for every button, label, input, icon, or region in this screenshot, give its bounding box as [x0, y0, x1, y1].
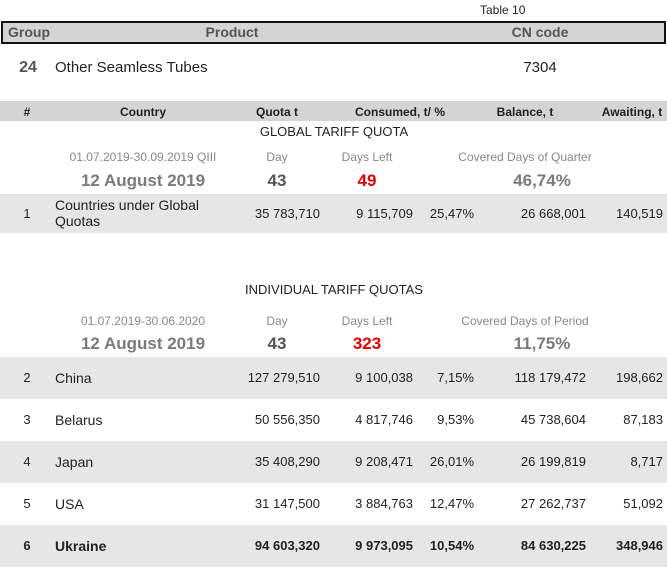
- cell: 9,53%: [437, 412, 474, 427]
- cell: Ukraine: [55, 538, 107, 554]
- column-header-bar: [0, 101, 667, 121]
- cell: 3: [23, 412, 31, 427]
- days-left: 49: [357, 171, 377, 190]
- cell: 26,01%: [429, 454, 474, 469]
- cell: 198,662: [616, 370, 663, 385]
- cell: 4 817,746: [355, 412, 413, 427]
- cell: 31 147,500: [254, 496, 320, 511]
- period: 01.07.2019-30.09.2019 QIII: [69, 150, 217, 164]
- column-header: #: [23, 105, 31, 119]
- cell: 8,717: [630, 454, 663, 469]
- cell: 5: [23, 496, 31, 511]
- cell: 12,47%: [429, 496, 474, 511]
- header-bar: [1, 21, 666, 44]
- days-left-label: Days Left: [341, 314, 393, 328]
- row-background: [0, 194, 667, 233]
- cell: 35 783,710: [254, 205, 320, 221]
- cell: 87,183: [623, 412, 663, 427]
- header-product: Product: [205, 24, 259, 40]
- cell: Japan: [55, 454, 94, 470]
- row-background: [0, 525, 667, 567]
- section-title: GLOBAL TARIFF QUOTA: [259, 124, 409, 139]
- covered-label: Covered Days of Period: [461, 314, 589, 328]
- cell: 45 738,604: [520, 412, 586, 427]
- column-header: Awaiting, t: [601, 105, 663, 119]
- cell: 27 262,737: [520, 496, 586, 511]
- day-label: Day: [266, 150, 288, 164]
- column-header: Country: [120, 105, 166, 119]
- cell: 127 279,510: [247, 370, 320, 385]
- cell: 26 199,819: [520, 454, 586, 469]
- cell: China: [55, 370, 92, 386]
- period: 01.07.2019-30.06.2020: [80, 314, 206, 328]
- product-cn-code: 7304: [523, 59, 557, 76]
- header-cn-code: CN code: [511, 24, 569, 40]
- cell: 35 408,290: [254, 454, 320, 469]
- cell: 4: [23, 454, 31, 469]
- day-label: Day: [266, 314, 288, 328]
- days-left-label: Days Left: [341, 150, 393, 164]
- cell: 140,519: [616, 205, 663, 221]
- covered-label: Covered Days of Quarter: [458, 150, 592, 164]
- cell: 26 668,001: [520, 205, 586, 221]
- column-header: Balance, t: [496, 105, 554, 119]
- cell: 7,15%: [437, 370, 474, 385]
- column-header: Consumed, t/ %: [354, 105, 446, 119]
- cell: 9 208,471: [355, 454, 413, 469]
- covered: 46,74%: [513, 171, 571, 190]
- cell: 6: [23, 538, 31, 553]
- cell: 94 603,320: [254, 538, 320, 553]
- section-title: INDIVIDUAL TARIFF QUOTAS: [245, 282, 423, 297]
- cell: 3 884,763: [355, 496, 413, 511]
- header-group: Group: [8, 24, 50, 40]
- cell: 348,946: [616, 538, 663, 553]
- day: 43: [267, 171, 287, 190]
- cell: Countries under Global Quotas: [55, 197, 199, 229]
- product-name: Other Seamless Tubes: [55, 59, 208, 76]
- cell: 2: [23, 370, 31, 385]
- day: 43: [267, 334, 287, 353]
- cell: 10,54%: [429, 538, 474, 553]
- covered: 11,75%: [513, 334, 571, 353]
- cell: 50 556,350: [254, 412, 320, 427]
- date: 12 August 2019: [80, 334, 206, 353]
- cell: Belarus: [55, 412, 103, 428]
- days-left: 323: [352, 334, 382, 353]
- product-group: 24: [19, 59, 37, 76]
- table-number: Table 10: [480, 3, 526, 17]
- date: 12 August 2019: [80, 171, 206, 190]
- cell: USA: [55, 496, 84, 512]
- cell: 84 630,225: [520, 538, 586, 553]
- cell: 9 115,709: [356, 205, 413, 221]
- cell: 9 973,095: [355, 538, 413, 553]
- row-background: [0, 441, 667, 483]
- column-header: Quota t: [256, 105, 298, 119]
- cell: 51,092: [623, 496, 663, 511]
- cell: 118 179,472: [514, 370, 586, 385]
- cell: 1: [23, 205, 31, 221]
- cell: 25,47%: [429, 205, 474, 221]
- cell: 9 100,038: [355, 370, 413, 385]
- row-background: [0, 357, 667, 399]
